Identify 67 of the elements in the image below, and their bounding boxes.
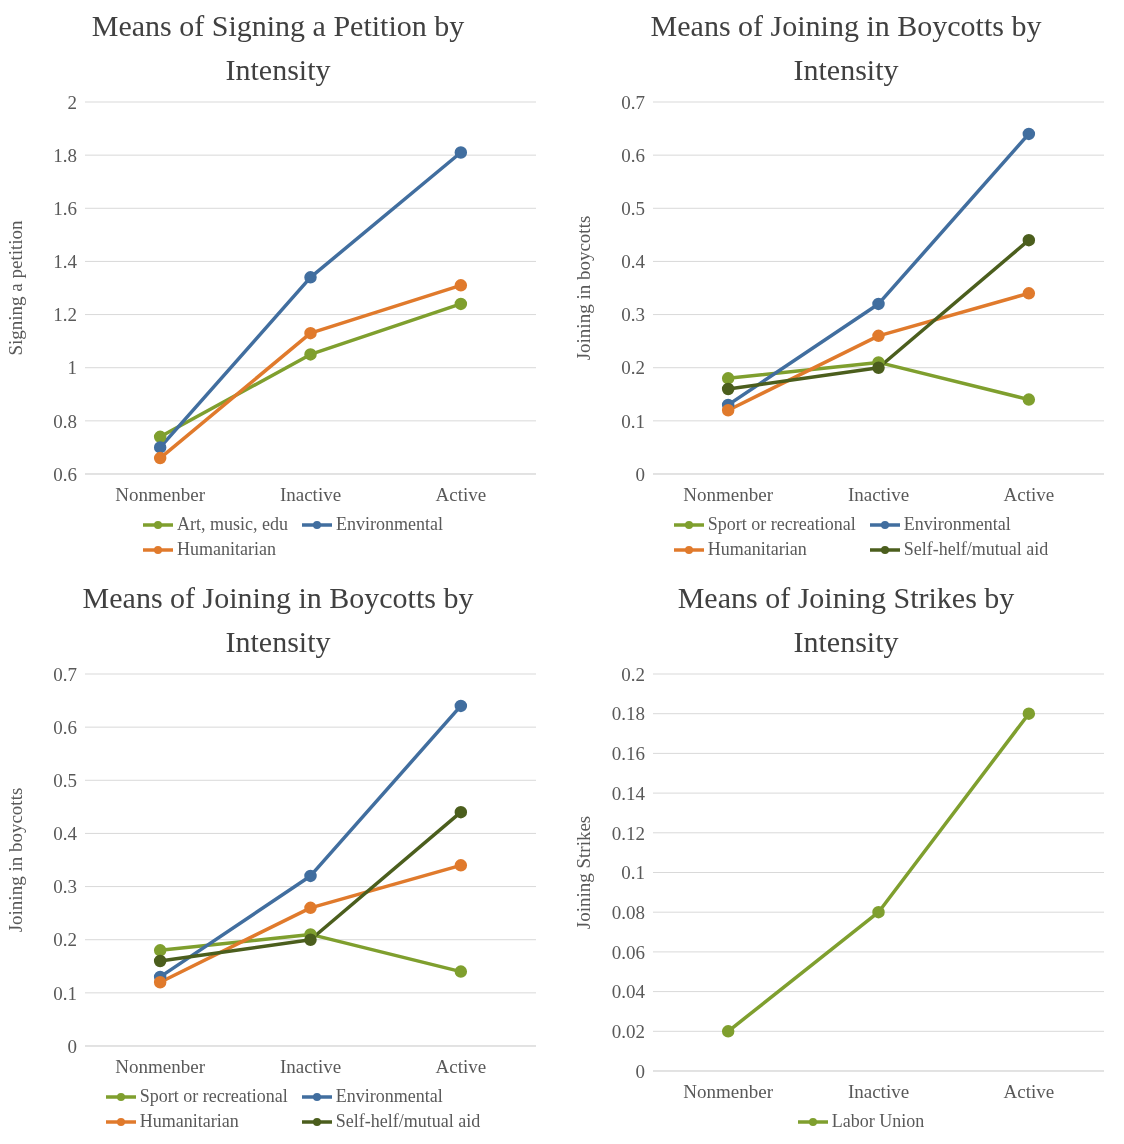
chart-title: Means of Joining in Boycotts by Intensity [649, 8, 1043, 88]
chart-title: Means of Signing a Petition by Intensity [90, 8, 466, 88]
legend-label: Sport or recreational [139, 1086, 288, 1107]
x-tick-label: Inactive [847, 484, 910, 506]
x-tick-label: Nonmenber [115, 484, 206, 506]
y-tick-label: 0 [635, 1060, 645, 1082]
y-tick-label: 0.4 [621, 251, 646, 273]
legend-label: Environmental [903, 514, 1011, 535]
legend-label: Environmental [335, 1086, 443, 1107]
legend-label: Labor Union [831, 1111, 925, 1132]
y-tick-label: 0.18 [611, 703, 645, 725]
y-tick-label: 0 [67, 1035, 77, 1057]
y-axis-title: Joining in boycotts [4, 787, 26, 933]
chart-title: Means of Joining Strikes by Intensity [676, 580, 1016, 660]
y-tick-label: 0.7 [53, 663, 77, 685]
y-tick-label: 0.12 [611, 822, 645, 844]
y-tick-label: 0.2 [53, 929, 77, 951]
y-tick-label: 0.6 [53, 463, 77, 485]
y-axis-title: Signing a petition [4, 219, 26, 356]
y-axis-title: Joining in boycotts [572, 215, 594, 361]
y-tick-label: 0 [635, 463, 645, 485]
legend-label: Sport or recreational [707, 514, 856, 535]
x-tick-label: Inactive [279, 1056, 342, 1078]
y-tick-label: 0.1 [621, 410, 645, 432]
y-tick-label: 0.04 [611, 981, 646, 1003]
x-tick-label: Nonmenber [683, 484, 774, 506]
legend-label: Humanitarian [139, 1111, 239, 1132]
y-tick-label: 0.5 [53, 770, 77, 792]
x-tick-label: Nonmenber [115, 1056, 206, 1078]
y-tick-label: 0.06 [611, 941, 645, 963]
y-tick-label: 1.6 [53, 198, 77, 220]
y-tick-label: 0.3 [53, 876, 77, 898]
y-tick-label: 0.5 [621, 198, 645, 220]
y-tick-label: 0.1 [53, 982, 77, 1004]
y-tick-label: 0.7 [621, 91, 645, 113]
y-tick-label: 1.4 [53, 251, 78, 273]
y-tick-label: 0.08 [611, 901, 645, 923]
y-tick-label: 2 [67, 91, 77, 113]
legend-label: Humanitarian [707, 539, 807, 560]
y-tick-label: 1.2 [53, 304, 77, 326]
y-tick-label: 0.6 [53, 716, 77, 738]
y-tick-label: 0.6 [621, 144, 645, 166]
y-axis-title: Joining Strikes [572, 815, 594, 930]
y-tick-label: 0.16 [611, 743, 645, 765]
x-tick-label: Active [1003, 484, 1055, 506]
x-tick-label: Inactive [279, 484, 342, 506]
y-tick-label: 0.3 [621, 304, 645, 326]
y-tick-label: 0.2 [621, 663, 645, 685]
y-tick-label: 0.8 [53, 410, 77, 432]
x-tick-label: Active [435, 1056, 487, 1078]
legend-label: Environmental [336, 514, 443, 535]
legend-label: Art, music, edu [177, 514, 288, 535]
legend-label: Humanitarian [177, 539, 276, 560]
chart-title: Means of Joining in Boycotts by Intensity [81, 580, 475, 660]
x-tick-label: Nonmenber [683, 1081, 774, 1103]
y-tick-label: 1 [67, 357, 77, 379]
x-tick-label: Inactive [847, 1081, 910, 1103]
y-tick-label: 0.14 [611, 782, 646, 804]
y-tick-label: 0.2 [621, 357, 645, 379]
y-tick-label: 0.4 [53, 823, 78, 845]
legend-label: Self-helf/mutual aid [335, 1111, 481, 1132]
y-tick-label: 0.1 [621, 862, 645, 884]
y-tick-label: 0.02 [611, 1021, 645, 1043]
x-tick-label: Active [435, 484, 487, 506]
legend-label: Self-helf/mutual aid [903, 539, 1049, 560]
x-tick-label: Active [1003, 1081, 1055, 1103]
y-tick-label: 1.8 [53, 144, 77, 166]
